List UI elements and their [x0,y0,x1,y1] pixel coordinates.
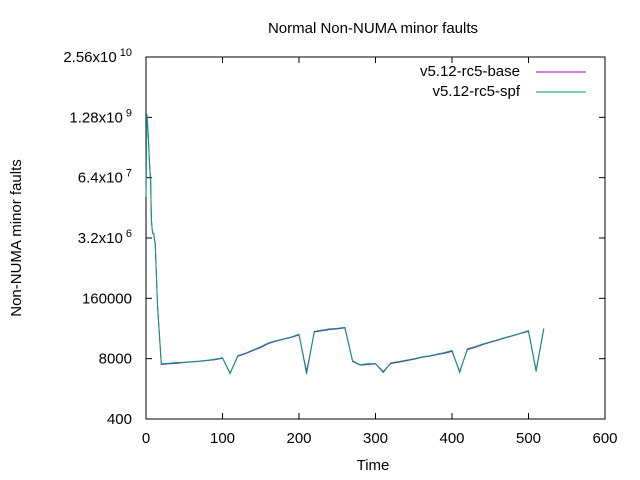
chart-title: Normal Non-NUMA minor faults [268,20,478,37]
x-tick-label: 400 [439,430,464,447]
y-axis-label: Non-NUMA minor faults [8,159,25,317]
x-axis: 0 100 200 300 400 500 600 [142,57,618,447]
x-axis-label: Time [357,457,390,474]
y-tick-label: 3.2x10 6 [78,228,132,247]
plot-frame [145,56,606,420]
legend: v5.12-rc5-base v5.12-rc5-spf [420,63,586,100]
legend-label-spf: v5.12-rc5-spf [432,83,520,100]
y-tick-label: 6.4x10 7 [78,168,132,187]
x-tick-label: 600 [592,430,617,447]
legend-label-base: v5.12-rc5-base [420,63,520,80]
series-line-base [145,114,545,375]
y-tick-label: 400 [107,411,132,428]
y-tick-label: 160000 [82,290,132,307]
y-tick-label: 2.56x10 10 [63,47,132,66]
series-layer [145,114,545,375]
x-tick-label: 0 [142,430,150,447]
x-tick-label: 100 [210,430,235,447]
y-tick-label: 8000 [99,351,132,368]
series-line-spf [145,114,545,375]
y-axis: 400 8000 160000 3.2x10 6 6.4x10 7 1.28x10 9 2.… [63,47,605,428]
x-tick-label: 200 [286,430,311,447]
y-tick-label: 1.28x10 9 [69,107,132,126]
x-tick-label: 300 [363,430,388,447]
x-tick-label: 500 [516,430,541,447]
